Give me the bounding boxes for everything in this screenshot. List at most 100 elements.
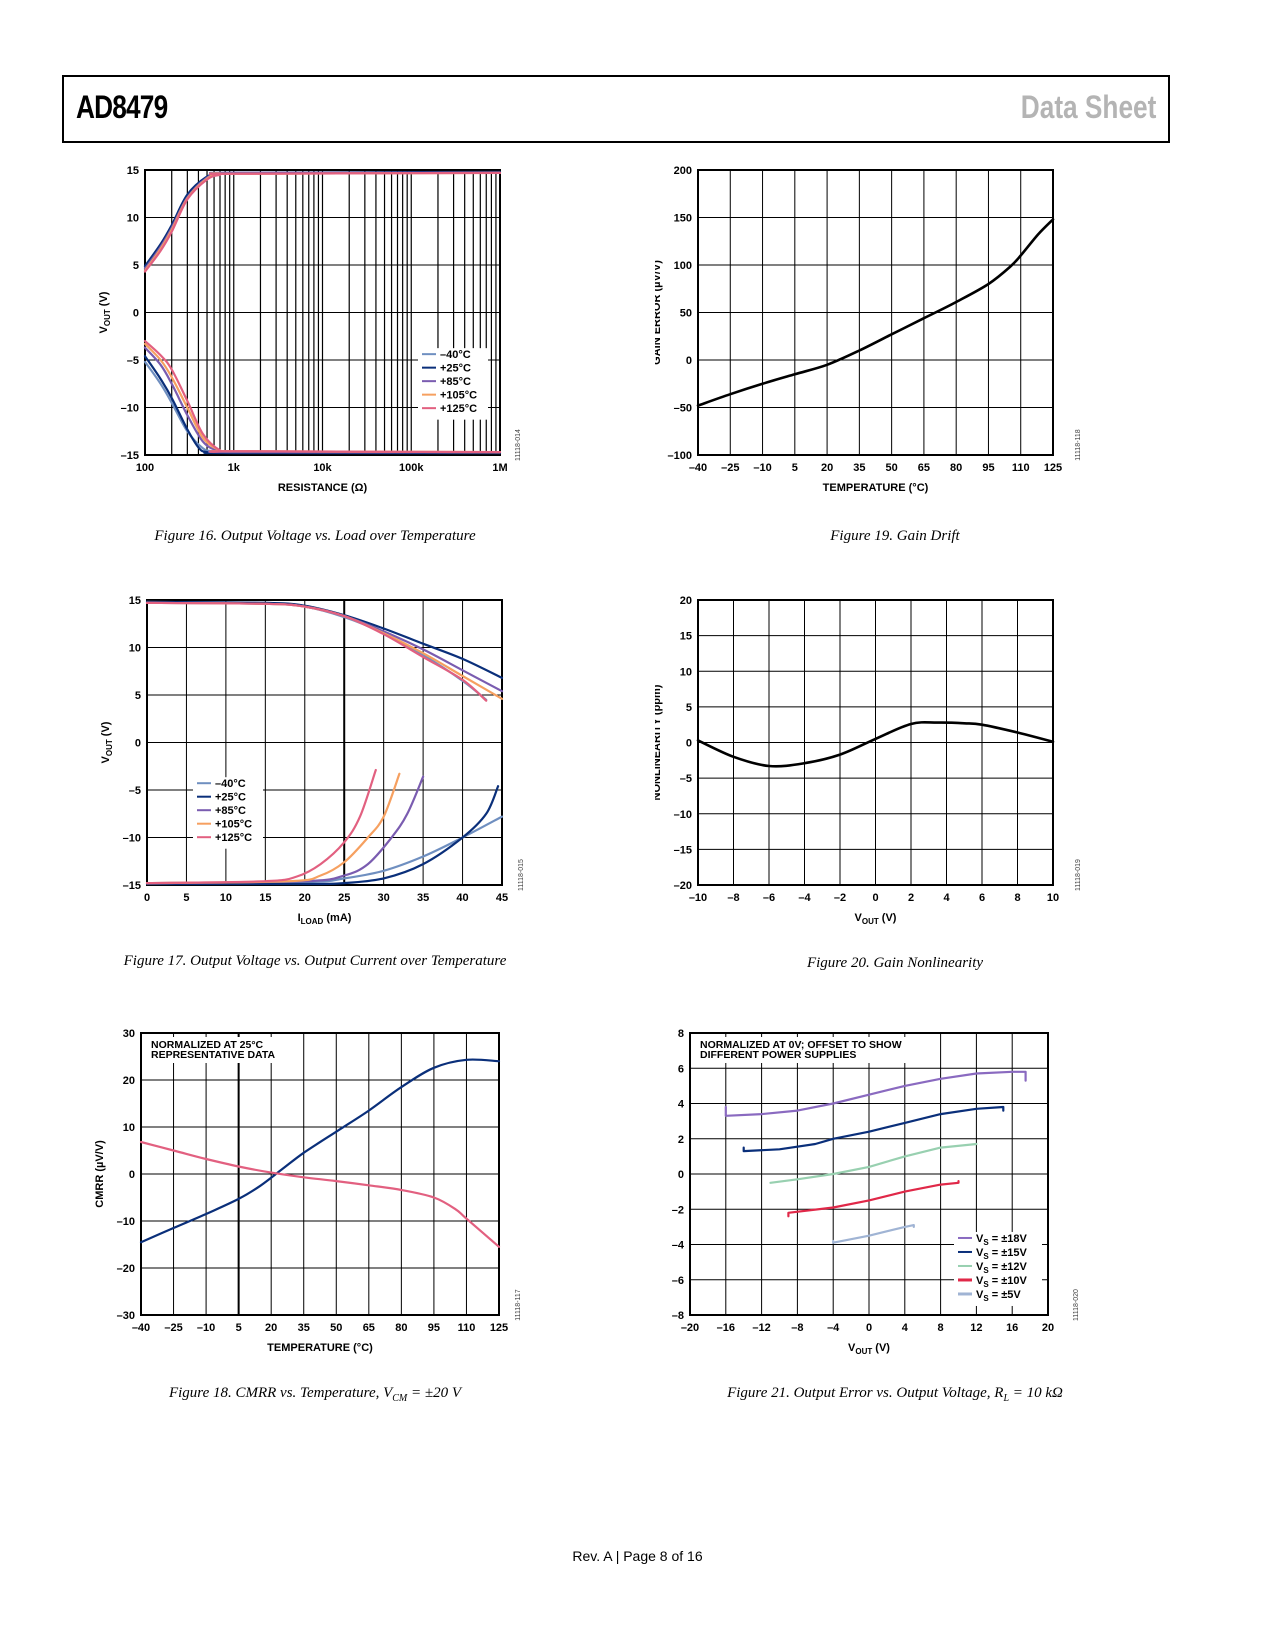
figure-18-caption: Figure 18. CMRR vs. Temperature, VCM = ±… <box>85 1385 545 1404</box>
plot-frame <box>144 169 501 456</box>
legend-label: –40°C <box>215 778 246 790</box>
y-tick-label: –15 <box>121 450 139 462</box>
legend-label: VS = ±15V <box>976 1247 1027 1261</box>
series-line-3-upper <box>145 601 504 700</box>
series-line-0-upper <box>145 600 488 701</box>
x-tick-label: 110 <box>1012 462 1030 474</box>
legend-label: +25°C <box>215 792 246 804</box>
x-tick-label: 25 <box>338 892 350 904</box>
y-tick-label: 200 <box>674 165 692 177</box>
x-tick-label: 100k <box>399 462 424 474</box>
y-tick-label: 30 <box>123 1028 135 1040</box>
y-tick-label: –20 <box>674 880 692 892</box>
figure-18: 30 20 10 0 –10 –20 –30 –40 –25 –10 5 20 35 50 65 80 95 11… <box>85 1018 545 1368</box>
y-tick-label: –30 <box>117 1310 135 1322</box>
y-tick-label: –10 <box>121 403 139 415</box>
series-line-4-lower <box>145 768 377 885</box>
legend-label: +85°C <box>440 376 471 388</box>
plot-frame <box>689 1032 1049 1316</box>
series-line-4 <box>832 1224 915 1244</box>
x-tick-label: 5 <box>792 462 798 474</box>
figure-20: 20 15 10 5 0 –5 –10 –15 –20 –10 –8 –6 –4 –2 0 2 4 6 8 10 VOU… <box>651 585 1135 940</box>
x-tick-label: –12 <box>752 1322 770 1334</box>
annotation-text: REPRESENTATIVE DATA <box>151 1049 275 1061</box>
figure-21: 8 6 4 2 0 –2 –4 –6 –8 –20 –16 –12 –8 –4 0 4 8 12 16 20 VOUT … <box>643 1018 1135 1368</box>
legend-label: +105°C <box>215 819 252 831</box>
part-number: AD8479 <box>76 89 168 125</box>
x-tick-label: –8 <box>727 892 739 904</box>
x-tick-label: 35 <box>417 892 429 904</box>
y-tick-label: 20 <box>680 595 692 607</box>
caption-subscript: L <box>1003 1393 1010 1404</box>
x-tick-label: 50 <box>330 1322 342 1334</box>
y-tick-label: –100 <box>668 450 692 462</box>
x-tick-label: 35 <box>853 462 865 474</box>
y-tick-label: 150 <box>674 213 692 225</box>
figure-code: 11118-117 <box>515 1289 522 1321</box>
x-tick-label: –16 <box>717 1322 735 1334</box>
figure-code: 11118-019 <box>1075 859 1082 891</box>
y-axis-label: NONLINEARITY (ppm) <box>655 684 663 800</box>
x-tick-label: 80 <box>950 462 962 474</box>
y-tick-label: 0 <box>129 1169 135 1181</box>
legend-label: VS = ±5V <box>976 1289 1021 1303</box>
legend: –40°C +25°C+85°C +105°C+125°C <box>418 348 488 420</box>
figure-17: 15 10 5 0 –5 –10 –15 0 5 10 15 20 25 30 35 40 45 ILOAD (m… <box>85 585 545 940</box>
legend-label: +125°C <box>215 832 252 844</box>
y-tick-label: –6 <box>672 1275 684 1287</box>
plot-frame <box>140 1032 500 1316</box>
series-line-0 <box>696 218 1055 407</box>
y-tick-label: –4 <box>672 1240 685 1252</box>
x-tick-label: 35 <box>298 1322 310 1334</box>
plot-frame <box>697 169 1054 456</box>
y-tick-label: –10 <box>123 833 141 845</box>
y-tick-label: –20 <box>117 1263 135 1275</box>
series-line-1-lower <box>145 785 500 886</box>
series-line-0 <box>139 1058 501 1244</box>
x-tick-label: 95 <box>982 462 994 474</box>
y-tick-label: –15 <box>123 880 141 892</box>
x-tick-label: –4 <box>827 1322 840 1334</box>
x-tick-label: 125 <box>490 1322 508 1334</box>
x-axis-label: VOUT (V) <box>848 1342 890 1356</box>
y-tick-label: 4 <box>678 1099 685 1111</box>
legend-label: +105°C <box>440 390 477 402</box>
y-tick-label: 15 <box>680 631 692 643</box>
x-tick-label: 0 <box>872 892 878 904</box>
x-tick-label: 20 <box>1042 1322 1054 1334</box>
y-tick-label: –50 <box>674 403 692 415</box>
series-line-4-lower <box>143 339 502 454</box>
legend-label: +25°C <box>440 363 471 375</box>
x-tick-label: 65 <box>363 1322 375 1334</box>
y-tick-label: 10 <box>129 643 141 655</box>
x-tick-label: 16 <box>1006 1322 1018 1334</box>
y-tick-label: –10 <box>674 809 692 821</box>
x-tick-label: 1M <box>492 462 507 474</box>
x-tick-label: 50 <box>886 462 898 474</box>
series-line-1 <box>139 1140 501 1248</box>
x-tick-label: 2 <box>908 892 914 904</box>
y-tick-label: 10 <box>680 666 692 678</box>
y-tick-label: –5 <box>127 355 139 367</box>
x-tick-label: 1k <box>228 462 241 474</box>
annotation-text: NORMALIZED AT 25°C <box>151 1039 264 1051</box>
x-tick-label: 5 <box>183 892 189 904</box>
x-axis-label: ILOAD (mA) <box>298 912 352 926</box>
x-tick-label: –20 <box>681 1322 699 1334</box>
y-tick-label: 10 <box>123 1122 135 1134</box>
x-tick-label: 12 <box>970 1322 982 1334</box>
figure-code: 11118-014 <box>515 429 522 461</box>
x-tick-label: 40 <box>456 892 468 904</box>
series-line-1 <box>742 1105 1005 1153</box>
x-tick-label: 110 <box>458 1322 476 1334</box>
series-line-3 <box>787 1180 960 1218</box>
x-tick-label: –4 <box>798 892 811 904</box>
x-tick-label: 125 <box>1044 462 1062 474</box>
series-line-0 <box>696 720 1055 768</box>
fig18-svg: 30 20 10 0 –10 –20 –30–40 –25 –10 5 20 35 50 65 80 95 11… <box>94 1028 522 1354</box>
figure-17-caption: Figure 17. Output Voltage vs. Output Cur… <box>123 953 507 969</box>
document-type: Data Sheet <box>1020 89 1156 125</box>
figure-16-caption: Figure 16. Output Voltage vs. Load over … <box>154 528 476 544</box>
figure-19-caption: Figure 19. Gain Drift <box>830 528 960 544</box>
y-tick-label: 0 <box>678 1169 684 1181</box>
